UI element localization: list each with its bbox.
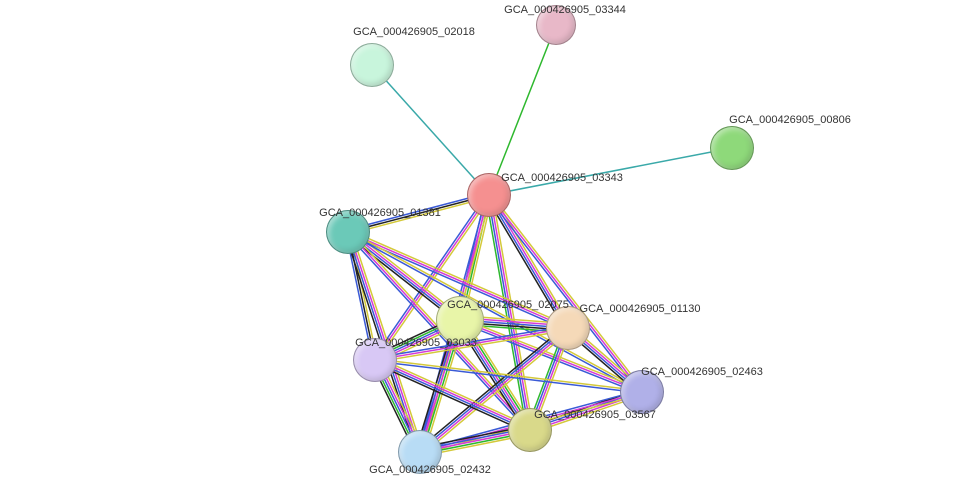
graph-node-label: GCA_000426905_02018 (353, 26, 475, 38)
graph-node[interactable] (398, 430, 442, 474)
graph-node-label: GCA_000426905_02463 (641, 366, 763, 378)
network-graph: GCA_000426905_03344GCA_000426905_02018GC… (0, 0, 975, 503)
edge (492, 194, 533, 429)
edge (374, 363, 529, 433)
graph-node[interactable] (710, 126, 754, 170)
edge (486, 197, 565, 330)
graph-node[interactable] (536, 5, 576, 45)
edge (376, 357, 531, 427)
edge (489, 148, 732, 195)
graph-node[interactable] (620, 370, 664, 414)
edge (489, 195, 642, 392)
graph-node[interactable] (546, 306, 590, 350)
edge (489, 25, 556, 195)
edge (490, 195, 531, 430)
graph-node[interactable] (326, 210, 370, 254)
edge (375, 361, 530, 431)
edge (375, 359, 642, 391)
graph-node-label: GCA_000426905_00806 (729, 114, 851, 126)
edges-layer (0, 0, 975, 503)
edge (372, 65, 489, 195)
edge (375, 361, 642, 393)
edge (487, 196, 640, 393)
edge (486, 196, 527, 431)
graph-node-label: GCA_000426905_01130 (580, 303, 701, 315)
edge (491, 194, 644, 391)
graph-node[interactable] (353, 338, 397, 382)
edge (492, 193, 571, 326)
graph-node[interactable] (436, 296, 484, 344)
edge (346, 233, 528, 431)
edge (375, 359, 530, 429)
graph-node[interactable] (350, 43, 394, 87)
edge (488, 195, 529, 430)
graph-node-label: GCA_000426905_03343 (501, 172, 623, 184)
graph-node[interactable] (508, 408, 552, 452)
graph-node[interactable] (467, 173, 511, 217)
